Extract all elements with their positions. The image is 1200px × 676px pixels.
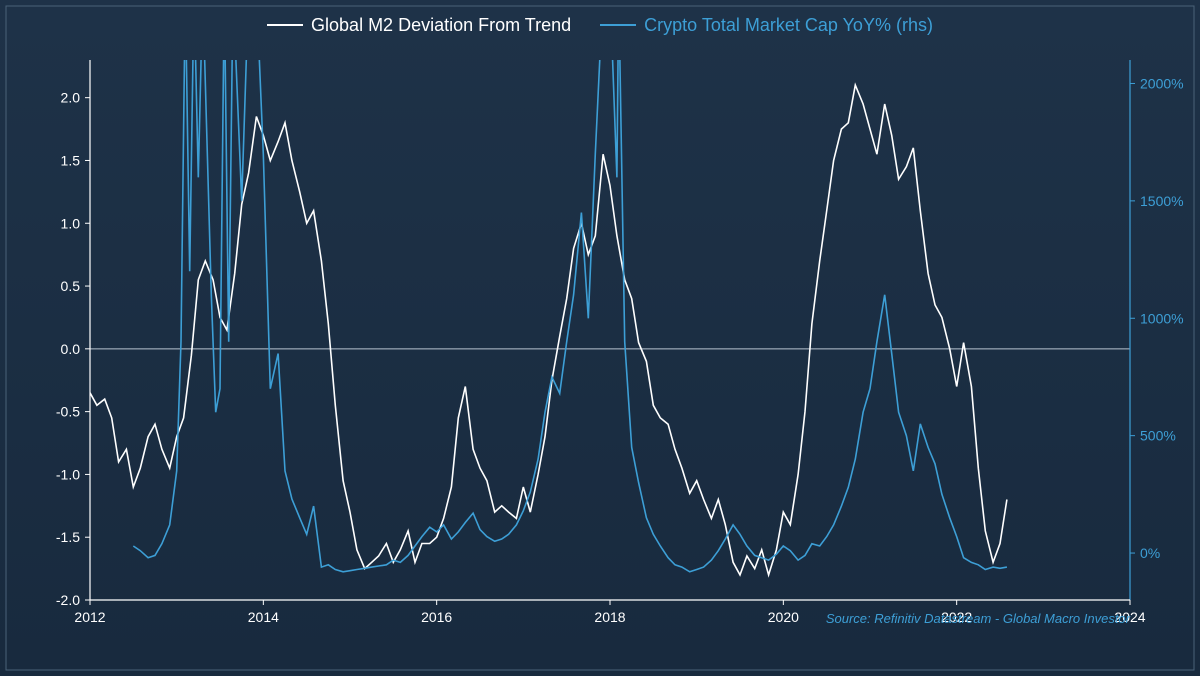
x-tick-label: 2016 (421, 609, 452, 625)
y-right-tick-label: 1000% (1140, 310, 1184, 326)
y-left-tick-label: 2.0 (61, 90, 81, 106)
x-tick-label: 2018 (594, 609, 625, 625)
x-tick-label: 2020 (768, 609, 799, 625)
y-right-tick-label: 0% (1140, 545, 1160, 561)
y-left-tick-label: 0.0 (61, 341, 81, 357)
series-line (133, 0, 1007, 572)
y-right-tick-label: 2000% (1140, 75, 1184, 91)
x-tick-label: 2012 (74, 609, 105, 625)
y-left-tick-label: 0.5 (61, 278, 81, 294)
y-left-tick-label: -1.0 (56, 466, 80, 482)
y-left-tick-label: -2.0 (56, 592, 80, 608)
y-right-tick-label: 1500% (1140, 193, 1184, 209)
y-left-tick-label: -1.5 (56, 529, 80, 545)
chart-container: Global M2 Deviation From Trend Crypto To… (0, 0, 1200, 676)
y-left-tick-label: -0.5 (56, 404, 80, 420)
y-right-tick-label: 500% (1140, 428, 1176, 444)
y-left-tick-label: 1.0 (61, 215, 81, 231)
x-tick-label: 2014 (248, 609, 279, 625)
series-line (90, 85, 1007, 575)
source-attribution: Source: Refinitiv Datastream - Global Ma… (826, 611, 1130, 626)
chart-svg: -2.0 -1.5 -1.0 -0.5 0.0 0.5 1.0 1.5 2.0 0% 500% 100… (0, 0, 1200, 676)
y-left-tick-label: 1.5 (61, 152, 81, 168)
